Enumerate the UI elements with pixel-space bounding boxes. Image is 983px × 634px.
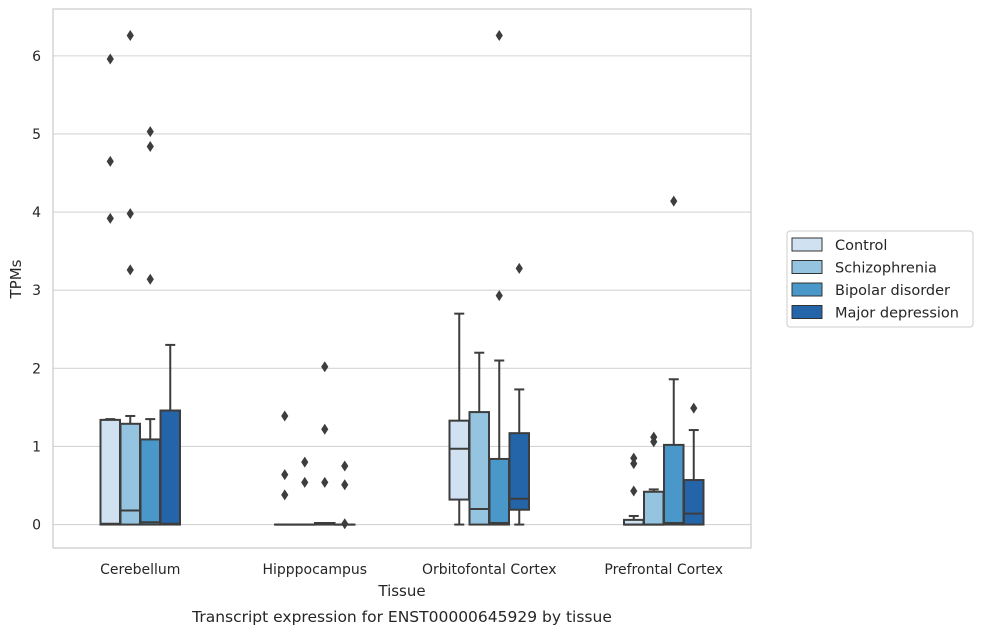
y-tick-label: 5 [32, 127, 41, 143]
boxes [99, 30, 705, 530]
x-axis-title: Tissue [377, 582, 425, 600]
outlier-point [106, 53, 114, 65]
outlier-point [146, 140, 154, 152]
y-axis-title: TPMs [7, 259, 25, 299]
outlier-point [495, 290, 503, 302]
outlier-point [281, 489, 289, 501]
box-iqr [683, 479, 705, 526]
y-tick-label: 4 [32, 205, 41, 221]
outlier-point [281, 410, 289, 422]
box-control [448, 312, 470, 526]
outlier-point [106, 212, 114, 224]
box-control [623, 452, 645, 526]
box-major-depression [159, 343, 181, 526]
box-iqr [643, 490, 665, 526]
outlier-point [495, 30, 503, 42]
y-tick-label: 0 [32, 518, 41, 534]
y-tick-label: 3 [32, 283, 41, 299]
outlier-point [515, 262, 523, 274]
legend-swatch [791, 305, 823, 319]
legend-frame [786, 230, 974, 328]
box-schizophrenia [294, 456, 316, 526]
x-tick-label: Cerebellum [100, 562, 180, 578]
box-iqr [448, 419, 470, 501]
box-control [99, 53, 121, 526]
legend-swatch [791, 260, 823, 274]
outlier-point [126, 264, 134, 276]
legend-label: Major depression [835, 306, 959, 322]
outlier-point [146, 126, 154, 138]
outlier-point [690, 402, 698, 414]
outlier-point [146, 273, 154, 285]
outlier-point [301, 476, 309, 488]
plot-frame [52, 8, 752, 549]
legend-label: Bipolar disorder [835, 283, 950, 299]
y-tick-labels: 0 1 2 3 4 5 6 [32, 49, 41, 534]
outlier-point [650, 431, 658, 443]
outlier-point [281, 469, 289, 481]
box-iqr [468, 411, 490, 526]
legend-swatch [791, 282, 823, 297]
box-iqr [99, 418, 121, 526]
box-iqr [488, 457, 510, 526]
x-tick-label: Prefrontal Cortex [604, 562, 723, 578]
legend-label: Schizophrenia [835, 261, 937, 277]
legend-swatch [791, 237, 823, 252]
box-iqr [663, 443, 685, 526]
outlier-point [630, 485, 638, 497]
box-major-depression [508, 262, 530, 526]
box-iqr [139, 438, 161, 526]
outlier-point [630, 452, 638, 464]
outlier-point [341, 460, 349, 472]
outlier-point [321, 361, 329, 373]
x-tick-label: Hipppocampus [262, 562, 367, 578]
box-iqr [119, 422, 141, 526]
y-tick-label: 6 [32, 49, 41, 65]
box-iqr [159, 409, 181, 526]
box-bipolar-disorder [663, 195, 685, 526]
outlier-point [341, 479, 349, 491]
outlier-point [670, 195, 678, 207]
box-iqr [508, 432, 530, 511]
box-schizophrenia [468, 351, 490, 526]
outlier-point [106, 155, 114, 167]
outlier-point [126, 208, 134, 220]
outlier-point [341, 518, 349, 530]
box-major-depression [334, 460, 356, 530]
box-bipolar-disorder [314, 361, 336, 526]
box-bipolar-disorder [139, 126, 161, 526]
outlier-point [301, 456, 309, 468]
outlier-point [321, 423, 329, 435]
outlier-point [126, 30, 134, 42]
box-schizophrenia [119, 30, 141, 526]
legend-label: Control [835, 238, 887, 254]
legend: Control Schizophrenia Bipolar disorder Majo… [786, 230, 974, 328]
x-tick-labels: Cerebellum Hipppocampus Orbitofontal Corte… [100, 562, 723, 578]
box-control [274, 410, 296, 526]
x-tick-label: Orbitofontal Cortex [422, 562, 557, 578]
box-major-depression [683, 402, 705, 526]
y-tick-label: 2 [32, 361, 41, 377]
chart-caption: Transcript expression for ENST0000064592… [191, 608, 612, 626]
y-tick-label: 1 [32, 439, 41, 455]
outlier-point [321, 476, 329, 488]
box-schizophrenia [643, 431, 665, 526]
box-bipolar-disorder [488, 30, 510, 526]
